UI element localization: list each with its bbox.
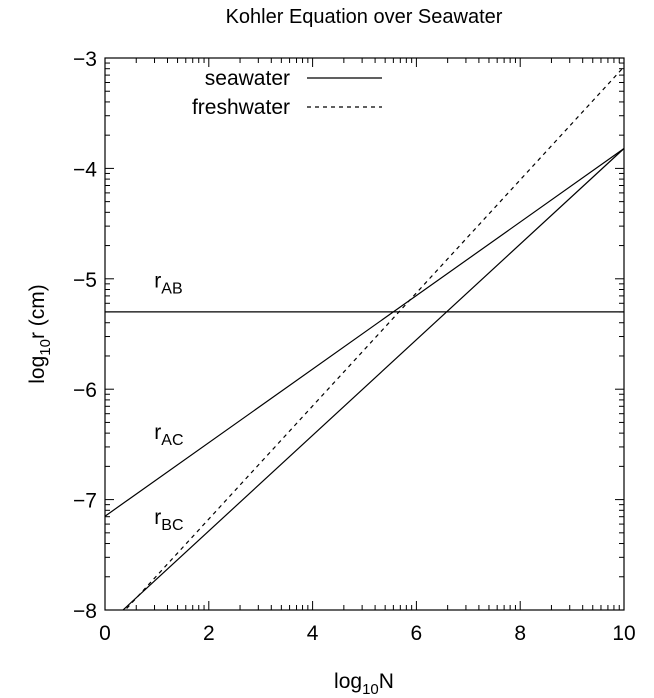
x-axis-label-rest: N [379,670,394,693]
series-layer [105,66,624,610]
y-axis-label-base: log [26,356,49,384]
x-tick-label: 2 [203,622,215,645]
y-axis-label: log10r (cm) [26,284,54,384]
y-tick-label: −3 [73,48,97,71]
y-tick-label: −6 [73,379,97,402]
x-axis-label-sub: 10 [362,681,379,698]
x-tick-label: 6 [411,622,423,645]
x-tick-label: 8 [514,622,526,645]
series-line-freshwater [124,66,624,610]
y-tick-label: −5 [73,269,97,292]
legend: seawater freshwater [192,67,382,119]
curve-label-base: r [154,270,161,293]
curve-label-ac: rAC [154,421,183,449]
y-axis-label-rest: r (cm) [26,284,49,339]
curve-label-base: r [154,421,161,444]
legend-label-seawater: seawater [205,67,290,90]
y-tick-label: −8 [73,600,97,623]
curve-label-bc: rBC [154,506,183,534]
x-axis-label-base: log [334,670,362,693]
y-tick-label: −7 [73,490,97,513]
chart-title: Kohler Equation over Seawater [226,6,503,28]
curve-label-sub: BC [161,517,183,534]
curve-label-base: r [154,506,161,529]
legend-label-freshwater: freshwater [192,96,290,119]
curve-label-sub: AB [161,281,182,298]
series-line-seawater [105,148,624,517]
plot-frame [104,57,625,611]
x-axis-label: log10N [334,670,394,698]
curve-label-ab: rAB [154,270,182,298]
x-tick-label: 4 [307,622,319,645]
x-tick-label: 10 [612,622,635,645]
curve-label-sub: AC [161,432,183,449]
axis-ticks [104,57,625,611]
series-line-seawater [122,148,624,610]
x-tick-label: 0 [99,622,111,645]
tick-labels: 0 2 4 6 8 10 −8 −7 −6 −5 −4 −3 [73,48,636,645]
y-axis-label-sub: 10 [37,339,54,356]
y-tick-label: −4 [73,158,97,181]
